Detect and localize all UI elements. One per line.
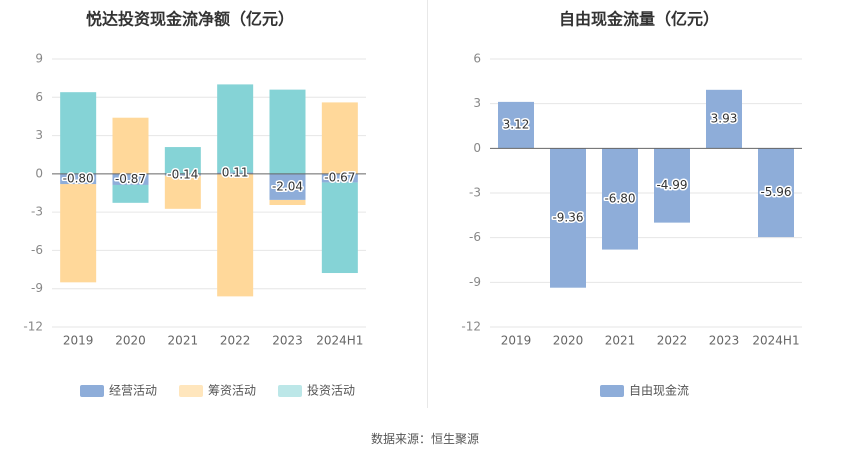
cashflow-bar-financing [164, 175, 201, 209]
cashflow-bar-operating [60, 173, 97, 185]
cashflow-x-tick-label: 2019 [63, 334, 94, 348]
cashflow-bar-financing [60, 184, 97, 283]
cashflow-data-label: -0.80 [63, 171, 94, 185]
cashflow-legend-label: 经营活动 [109, 384, 157, 398]
cashflow-bar-investing [217, 84, 254, 173]
fcf-data-label-halo: -6.80 [604, 191, 635, 205]
cashflow-data-label-halo: -2.04 [272, 179, 303, 193]
fcf-bar [758, 148, 794, 238]
cashflow-y-tick-label: -6 [31, 243, 43, 257]
cashflow-x-tick-label: 2020 [115, 334, 146, 348]
fcf-y-tick-label: -12 [461, 320, 481, 334]
cashflow-legend-swatch [80, 385, 104, 397]
cashflow-bar-investing [60, 92, 97, 174]
fcf-data-label-halo: -5.96 [760, 185, 791, 199]
cashflow-bar-operating [112, 173, 149, 185]
fcf-y-tick-label: 6 [473, 52, 481, 66]
cashflow-y-tick-label: 9 [35, 52, 43, 66]
cashflow-data-label-halo: 0.11 [222, 166, 249, 180]
cashflow-data-label: -0.67 [324, 171, 355, 185]
fcf-data-label-halo: 3.12 [503, 118, 530, 132]
fcf-legend-swatch [600, 385, 624, 397]
cashflow-y-tick-label: 3 [35, 128, 43, 142]
cashflow-bar-operating [164, 173, 201, 176]
cashflow-legend-label: 筹资活动 [208, 384, 256, 398]
fcf-bar [654, 148, 690, 223]
fcf-x-tick-label: 2020 [553, 334, 584, 348]
fcf-x-tick-label: 2019 [501, 334, 532, 348]
cashflow-x-tick-label: 2024H1 [316, 334, 363, 348]
cashflow-bar-financing [217, 173, 254, 297]
cashflow-y-tick-label: -3 [31, 205, 43, 219]
cashflow-x-tick-label: 2022 [220, 334, 251, 348]
cashflow-bar-operating [217, 172, 254, 174]
fcf-x-tick-label: 2021 [605, 334, 636, 348]
cashflow-bar-financing [269, 199, 306, 205]
fcf-x-tick-label: 2023 [709, 334, 740, 348]
fcf-legend-label: 自由现金流 [629, 383, 689, 398]
fcf-x-tick-label: 2022 [657, 334, 688, 348]
fcf-data-label: -5.96 [760, 185, 791, 199]
cashflow-data-label: -2.04 [272, 179, 303, 193]
cashflow-data-label-halo: -0.67 [324, 171, 355, 185]
data-source: 数据来源：恒生聚源 [370, 432, 479, 446]
fcf-bar [706, 89, 742, 149]
cashflow-legend-swatch [179, 385, 203, 397]
cashflow-bar-investing [112, 184, 149, 203]
fcf-data-label-halo: -9.36 [552, 211, 583, 225]
fcf-y-tick-label: -9 [469, 275, 481, 289]
cashflow-data-label-halo: -0.14 [167, 167, 198, 181]
cashflow-data-label-halo: -0.80 [63, 171, 94, 185]
cashflow-legend-label: 投资活动 [307, 383, 355, 398]
cashflow-bar-operating [269, 173, 306, 200]
cashflow-data-label-halo: -0.87 [115, 172, 146, 186]
fcf-data-label: -9.36 [552, 211, 583, 225]
cashflow-y-tick-label: 6 [35, 90, 43, 104]
fcf-y-tick-label: 3 [473, 96, 481, 110]
cashflow-data-label: -0.87 [115, 172, 146, 186]
cashflow-y-tick-label: -9 [31, 281, 43, 295]
fcf-data-label: 3.93 [711, 112, 738, 126]
cashflow-chart-title: 悦达投资现金流净额（亿元） [86, 10, 294, 29]
fcf-y-tick-label: -6 [469, 230, 481, 244]
fcf-data-label: -6.80 [604, 191, 635, 205]
fcf-x-tick-label: 2024H1 [752, 334, 799, 348]
fcf-data-label: 3.12 [503, 118, 530, 132]
cashflow-bar-operating [321, 173, 358, 183]
cashflow-bar-investing [269, 89, 306, 174]
fcf-bar [498, 101, 534, 149]
cashflow-y-tick-label: -12 [23, 320, 43, 334]
fcf-data-label: -4.99 [656, 178, 687, 192]
fcf-y-tick-label: 0 [473, 141, 481, 155]
fcf-y-tick-label: -3 [469, 186, 481, 200]
cashflow-x-tick-label: 2021 [168, 334, 199, 348]
cashflow-bar-investing [321, 182, 358, 274]
fcf-bar [550, 148, 586, 288]
cashflow-y-tick-label: 0 [35, 166, 43, 180]
fcf-data-label-halo: 3.93 [711, 112, 738, 126]
cashflow-data-label: 0.11 [222, 166, 249, 180]
cashflow-bar-financing [112, 117, 149, 174]
panel-divider [427, 0, 428, 408]
cashflow-bar-investing [164, 147, 201, 174]
cashflow-x-tick-label: 2023 [272, 334, 303, 348]
fcf-data-label-halo: -4.99 [656, 178, 687, 192]
cashflow-data-label: -0.14 [167, 167, 198, 181]
cashflow-legend-swatch [278, 385, 302, 397]
fcf-chart-title: 自由现金流量（亿元） [559, 10, 719, 29]
fcf-bar [602, 148, 638, 250]
cashflow-bar-financing [321, 102, 358, 174]
